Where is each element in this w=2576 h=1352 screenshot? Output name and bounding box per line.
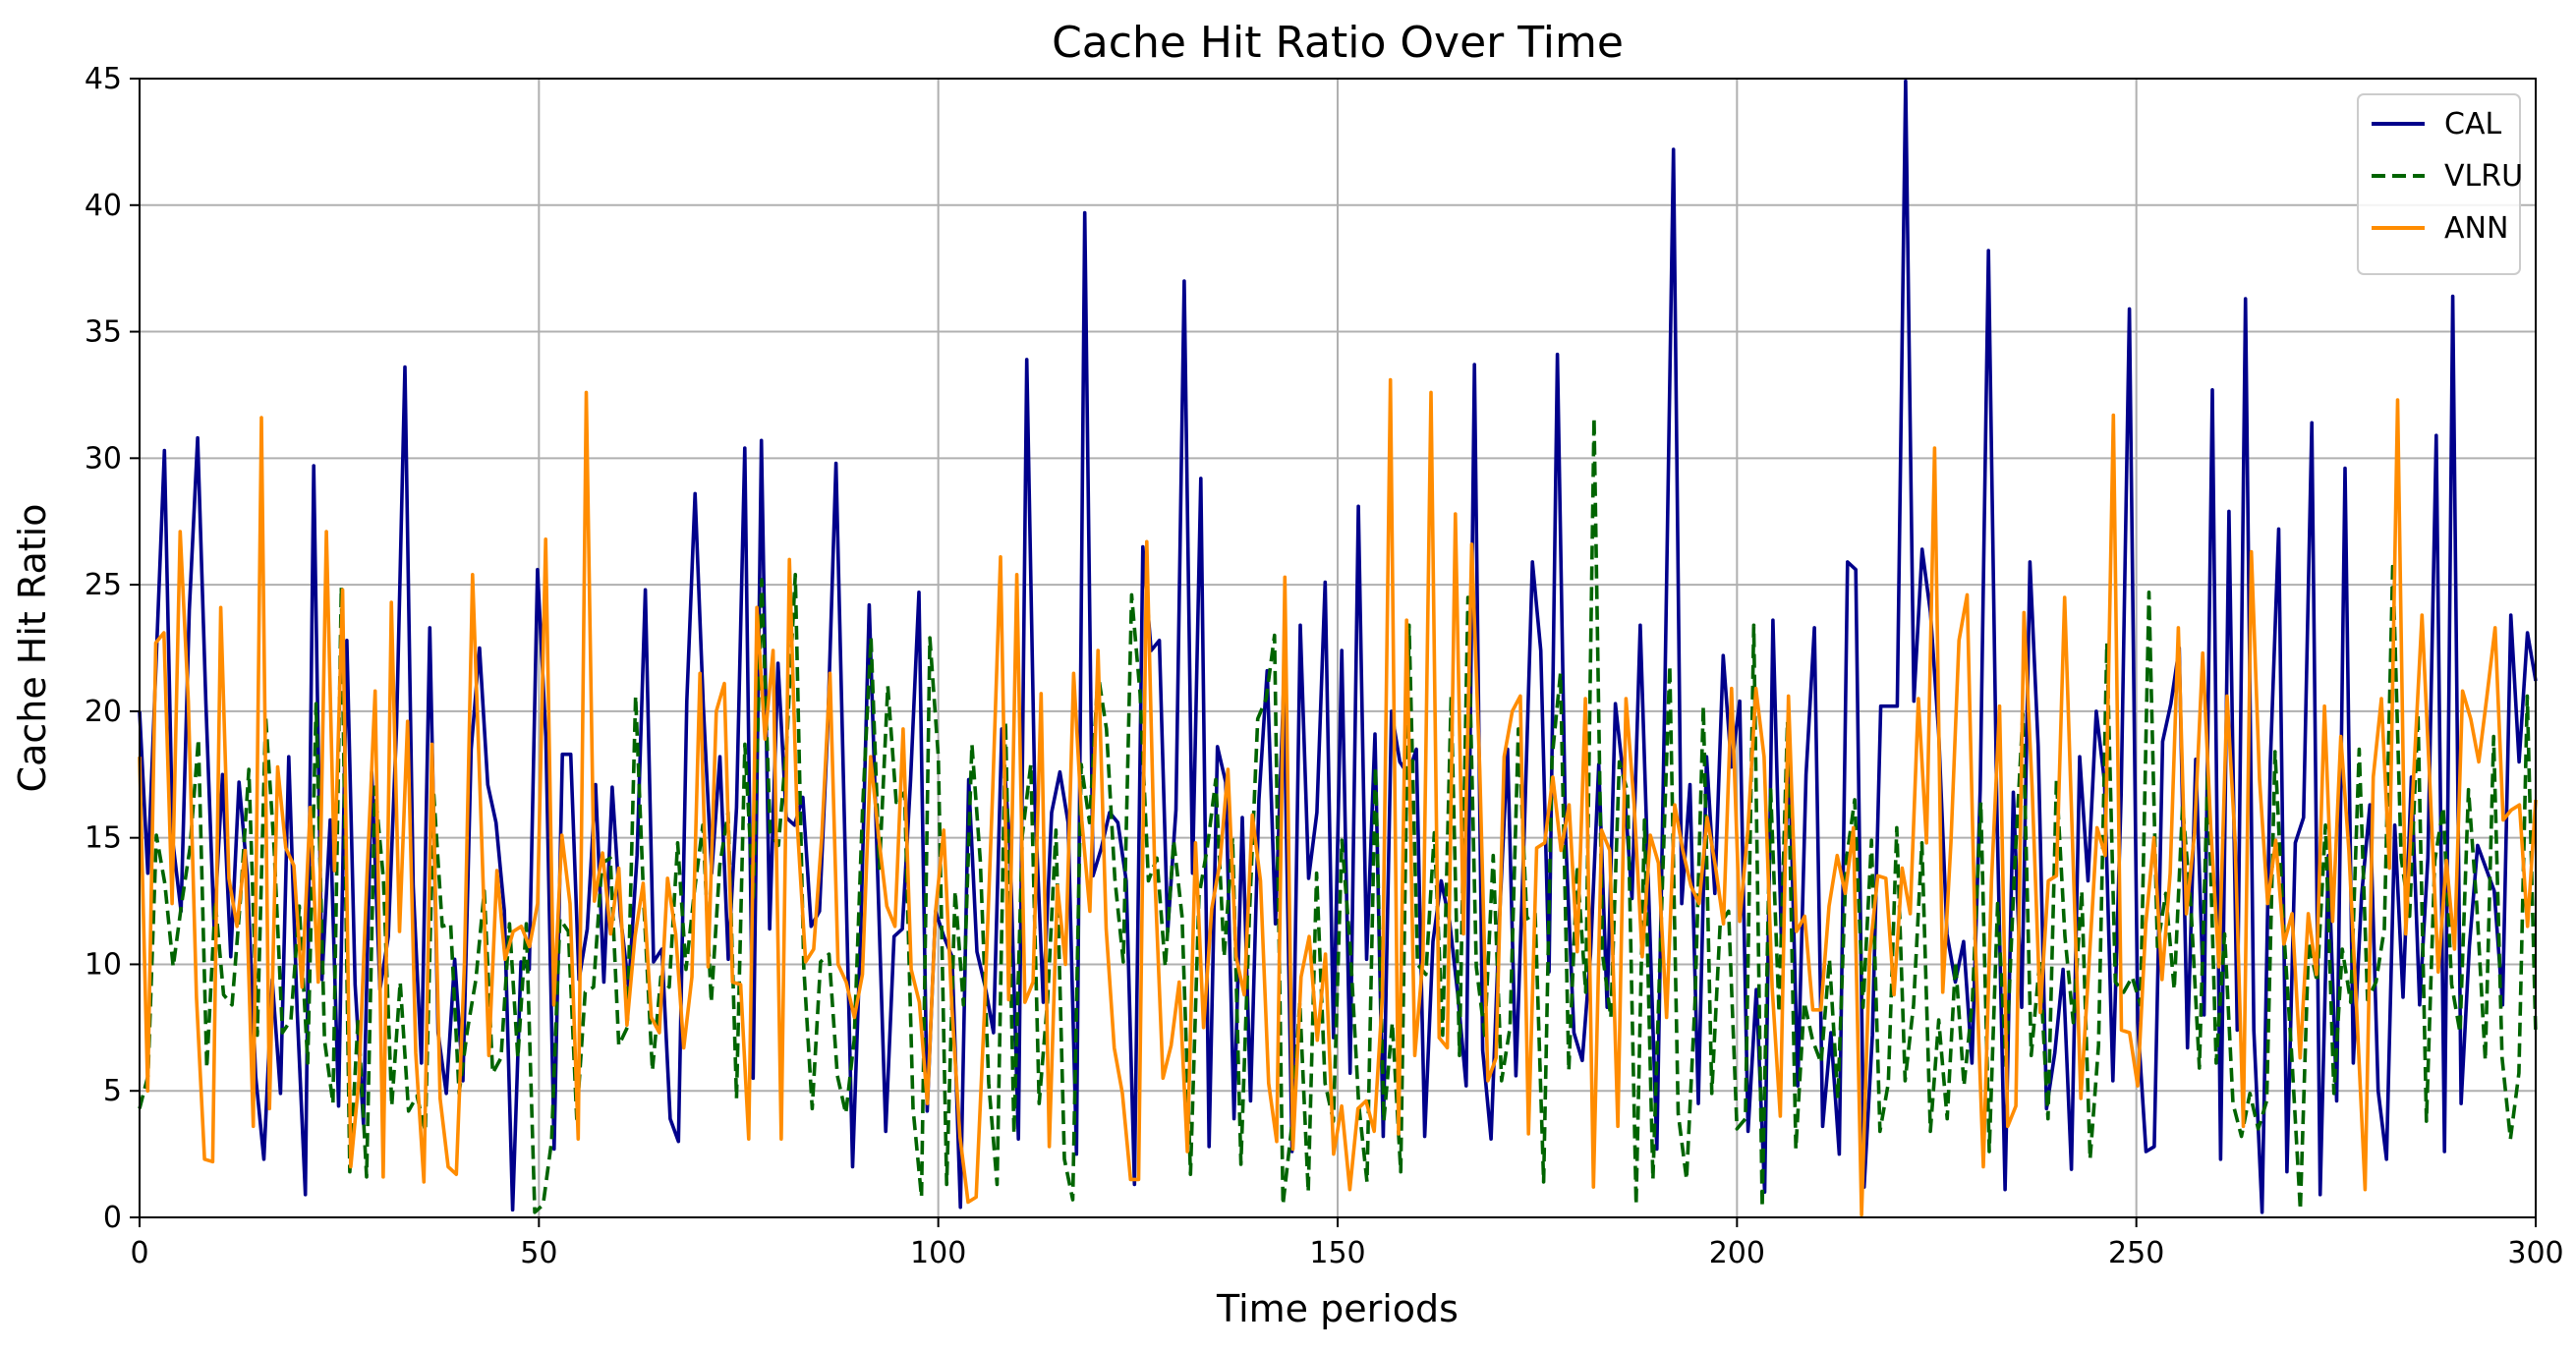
legend-label-ann: ANN [2444,211,2508,246]
y-tick-label: 10 [85,947,122,982]
axis-ticks: 0 50 100 150 200 250 300 0 5 10 15 20 25 30 35 40 45 [85,62,2564,1270]
x-tick-label: 250 [2108,1236,2164,1270]
y-tick-label: 20 [85,695,122,729]
series-line-cal [138,79,2538,1214]
x-tick-label: 200 [1709,1236,1765,1270]
x-tick-label: 300 [2507,1236,2563,1270]
x-tick-label: 100 [910,1236,966,1270]
series-line-vlru [138,416,2538,1214]
x-tick-label: 50 [520,1236,557,1270]
x-tick-label: 150 [1309,1236,1365,1270]
series-lines [138,79,2538,1217]
y-tick-label: 15 [85,821,122,856]
y-tick-label: 5 [103,1074,122,1108]
legend-label-vlru: VLRU [2444,159,2523,194]
legend-label-cal: CAL [2444,107,2501,141]
y-axis-label: Cache Hit Ratio [11,504,54,793]
chart-title: Cache Hit Ratio Over Time [1052,18,1624,68]
series-line-ann [138,377,2538,1217]
y-tick-label: 25 [85,568,122,602]
y-tick-label: 45 [85,62,122,96]
y-tick-label: 35 [85,315,122,350]
legend: CAL VLRU ANN [2357,93,2523,275]
y-tick-label: 40 [85,189,122,223]
x-tick-label: 0 [130,1236,148,1270]
y-tick-label: 30 [85,441,122,476]
y-tick-label: 0 [103,1201,122,1235]
x-axis-label: Time periods [1216,1287,1459,1330]
